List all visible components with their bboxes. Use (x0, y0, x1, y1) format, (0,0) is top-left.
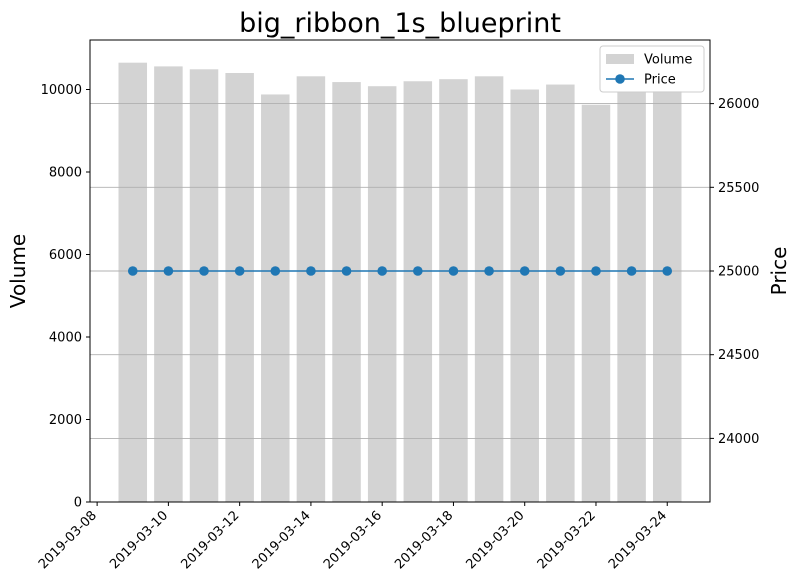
volume-bar (546, 84, 575, 503)
x-tick-label: 2019-03-14 (250, 508, 314, 572)
y-tick-label-left: 2000 (49, 413, 82, 428)
price-point (519, 266, 530, 276)
price-point (270, 266, 281, 276)
volume-bar (581, 104, 611, 502)
y-tick-label-left: 10000 (41, 83, 82, 98)
y-tick-label-right: 25500 (718, 181, 759, 196)
x-tick-label: 2019-03-20 (464, 508, 528, 572)
legend: Volume Price (599, 45, 705, 93)
price-point (234, 266, 245, 276)
price-point (662, 266, 673, 276)
y-tick-label-left: 4000 (49, 331, 82, 346)
volume-bar (261, 94, 290, 502)
volume-bar (403, 81, 433, 502)
volume-bar (332, 82, 361, 502)
y-tick-label-left: 6000 (49, 248, 82, 263)
y-tick-label-right: 24000 (718, 432, 759, 447)
x-tick-label: 2019-03-24 (606, 508, 670, 572)
volume-bar (439, 79, 468, 502)
x-tick-label: 2019-03-16 (321, 508, 385, 572)
volume-bar (474, 76, 504, 503)
x-tick-label: 2019-03-08 (36, 508, 100, 572)
y-tick-label-left: 0 (74, 496, 82, 511)
price-point (163, 266, 174, 276)
volume-bar (652, 91, 682, 503)
volume-bar (189, 69, 219, 502)
volume-bar (296, 76, 326, 503)
price-point (626, 266, 637, 276)
price-point (306, 266, 316, 276)
volume-bar (154, 66, 183, 503)
price-point (484, 266, 494, 276)
x-tick-label: 2019-03-18 (392, 508, 456, 572)
y-tick-label-right: 24500 (718, 348, 759, 363)
x-tick-label: 2019-03-22 (535, 508, 599, 572)
volume-bar (118, 62, 148, 502)
x-tick-label: 2019-03-10 (107, 508, 171, 572)
volume-bar (617, 91, 646, 502)
price-point (448, 266, 459, 276)
volume-bars (118, 62, 682, 503)
price-point (127, 266, 138, 276)
y-axis-label-left: Volume (6, 234, 30, 308)
y-tick-label-left: 8000 (49, 166, 82, 181)
chart-title: big_ribbon_1s_blueprint (239, 8, 561, 39)
legend-swatch-volume (606, 54, 634, 64)
price-point (341, 266, 352, 276)
price-point (591, 266, 601, 276)
price-line (127, 266, 673, 276)
y-tick-label-right: 25000 (718, 265, 759, 280)
price-point (413, 266, 423, 276)
price-point (377, 266, 387, 276)
volume-bar (225, 73, 254, 502)
legend-swatch-price-marker (615, 74, 625, 84)
y-axis-label-right: Price (767, 247, 791, 296)
x-tick-label: 2019-03-12 (178, 508, 242, 572)
volume-bar (510, 89, 539, 502)
volume-bar (367, 86, 397, 502)
price-point (555, 266, 566, 276)
price-point (199, 266, 209, 276)
y-tick-label-right: 26000 (718, 97, 759, 112)
legend-label: Volume (644, 53, 692, 68)
legend-label: Price (644, 73, 676, 88)
